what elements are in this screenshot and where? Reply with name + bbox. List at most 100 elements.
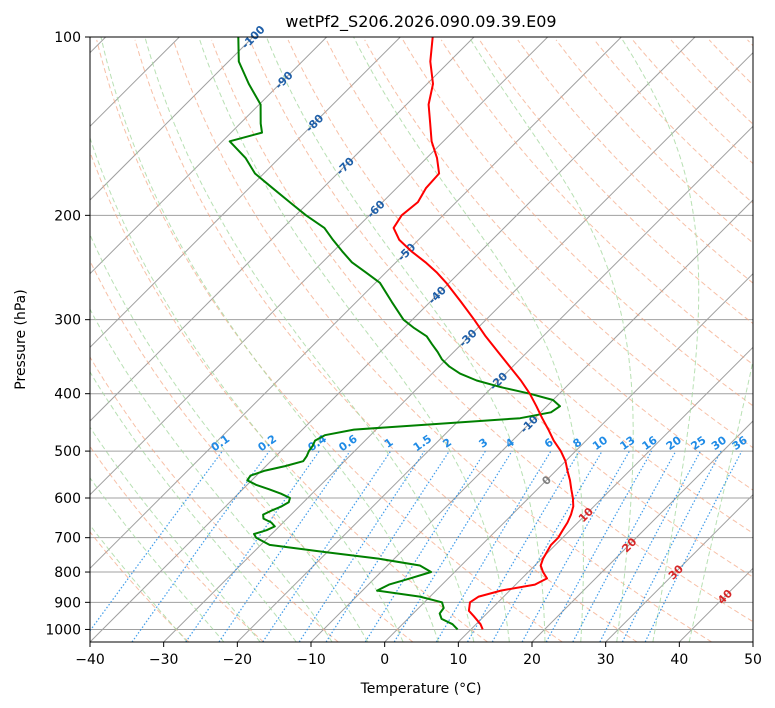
dry-adiabat bbox=[90, 445, 264, 642]
temperature-line bbox=[392, 37, 575, 630]
dry-adiabat bbox=[249, 39, 753, 578]
mixing-ratio-line bbox=[90, 450, 223, 632]
chart-title: wetPf2_S206.2026.090.09.39.E09 bbox=[285, 12, 556, 32]
mixing-ratio-line bbox=[599, 450, 702, 642]
mixing-ratio-line bbox=[325, 450, 450, 642]
dry-adiabat bbox=[90, 150, 488, 642]
moist-adiabat bbox=[468, 37, 634, 642]
mixing-ratio-line bbox=[644, 450, 743, 642]
isotherm-line bbox=[90, 37, 696, 642]
mixing-ratio-label: 2 bbox=[440, 436, 454, 451]
moist-adiabat bbox=[100, 37, 439, 642]
dry-adiabat bbox=[632, 39, 753, 165]
isotherm-line bbox=[605, 493, 753, 642]
y-tick-label: 600 bbox=[54, 491, 81, 507]
mixing-ratio-line bbox=[521, 450, 631, 642]
isotherm-line bbox=[384, 272, 753, 642]
mixing-ratio-line bbox=[435, 450, 552, 642]
mixing-ratio-label: 6 bbox=[542, 436, 556, 451]
moist-adiabat bbox=[265, 37, 546, 642]
profiles bbox=[228, 37, 575, 631]
x-tick-label: 40 bbox=[670, 652, 688, 668]
background-lines bbox=[90, 37, 753, 642]
x-tick-label: 0 bbox=[380, 652, 389, 668]
x-axis-title: Temperature (°C) bbox=[360, 681, 482, 697]
isotherm-line bbox=[90, 37, 401, 349]
isotherm-line bbox=[90, 37, 254, 201]
isotherm-line bbox=[678, 567, 753, 642]
isotherm-line bbox=[90, 37, 549, 496]
mixing-ratio-label: 30 bbox=[709, 433, 729, 453]
mixing-ratio-label: 20 bbox=[664, 433, 684, 453]
x-tick-label: 10 bbox=[449, 652, 467, 668]
mixing-ratio-label: 25 bbox=[689, 434, 709, 453]
moist-adiabat bbox=[353, 37, 584, 642]
dry-adiabat bbox=[402, 39, 753, 407]
mixing-ratio-label: 16 bbox=[640, 433, 660, 453]
dry-adiabat bbox=[134, 39, 638, 642]
moist-adiabat bbox=[620, 37, 700, 642]
x-tick-label: 20 bbox=[523, 652, 541, 668]
x-tick-label: −40 bbox=[75, 652, 105, 668]
y-tick-label: 200 bbox=[54, 208, 81, 224]
dry-adiabat bbox=[211, 39, 753, 623]
y-tick-label: 100 bbox=[54, 30, 81, 46]
moist-adiabat bbox=[688, 358, 753, 642]
moist-adiabat bbox=[90, 308, 333, 642]
mixing-ratio-line bbox=[262, 450, 392, 642]
moist-adiabat bbox=[198, 37, 510, 642]
y-axis-title: Pressure (hPa) bbox=[13, 289, 29, 389]
x-tick-label: −10 bbox=[296, 652, 326, 668]
dry-adiabat bbox=[747, 39, 753, 47]
moist-adiabat bbox=[90, 524, 188, 642]
dry-adiabat bbox=[594, 39, 753, 204]
isotherm-line bbox=[90, 37, 622, 570]
dry-adiabat bbox=[364, 39, 753, 449]
y-tick-label: 1000 bbox=[45, 622, 81, 638]
dry-adiabat bbox=[287, 39, 753, 534]
isotherm-line bbox=[457, 346, 753, 642]
moist-adiabat bbox=[90, 476, 225, 642]
mixing-ratio-line bbox=[131, 450, 270, 642]
x-tick-label: 50 bbox=[744, 652, 762, 668]
isotherm-line bbox=[752, 641, 753, 642]
mixing-ratio-line bbox=[218, 450, 351, 642]
moist-adiabat bbox=[90, 233, 369, 642]
mixing-ratio-line bbox=[393, 450, 513, 642]
mixing-ratio-line bbox=[545, 450, 653, 642]
dry-adiabat bbox=[440, 39, 753, 366]
mixing-ratio-line bbox=[185, 450, 320, 642]
dry-adiabat bbox=[555, 39, 753, 244]
isotherm-line bbox=[90, 37, 475, 422]
moist-adiabat bbox=[144, 37, 475, 642]
isotherm-line bbox=[310, 199, 753, 642]
mixing-ratio-line bbox=[621, 450, 722, 642]
isotherm-line bbox=[90, 37, 328, 275]
dry-adiabat bbox=[90, 356, 339, 642]
plot-frame bbox=[89, 36, 754, 643]
y-tick-label: 800 bbox=[54, 565, 81, 581]
axes: −40 −30 −20 −10 0 10 20 30 40 50 100 200 300 400 500 60… bbox=[45, 30, 762, 668]
y-tick-label: 400 bbox=[54, 387, 81, 403]
y-tick-label: 300 bbox=[54, 313, 81, 329]
dry-adiabat bbox=[325, 39, 753, 491]
mixing-ratio-label: 1 bbox=[382, 436, 396, 451]
isotherm-line bbox=[236, 125, 753, 642]
isotherm-label: -90 bbox=[272, 68, 295, 91]
mixing-ratio-line bbox=[572, 450, 677, 642]
y-tick-label: 500 bbox=[54, 444, 81, 460]
dry-adiabat bbox=[708, 39, 753, 86]
mixing-ratio-label: 13 bbox=[617, 434, 637, 453]
mixing-ratio-line bbox=[298, 450, 425, 642]
x-tick-label: 30 bbox=[597, 652, 615, 668]
dry-adiabat bbox=[517, 39, 753, 284]
moist-adiabat bbox=[90, 370, 297, 642]
dewpoint-line bbox=[228, 37, 561, 631]
y-tick-label: 700 bbox=[54, 531, 81, 547]
background-line-labels: 0.1 0.2 0.4 0.6 1 1.5 2 3 4 6 8 10 13 16 20 25 30 36-100-… bbox=[209, 23, 750, 607]
moist-adiabat bbox=[90, 426, 261, 642]
isotherm-line bbox=[531, 420, 753, 642]
mixing-ratio-label: 3 bbox=[477, 436, 491, 451]
x-tick-label: −20 bbox=[223, 652, 253, 668]
